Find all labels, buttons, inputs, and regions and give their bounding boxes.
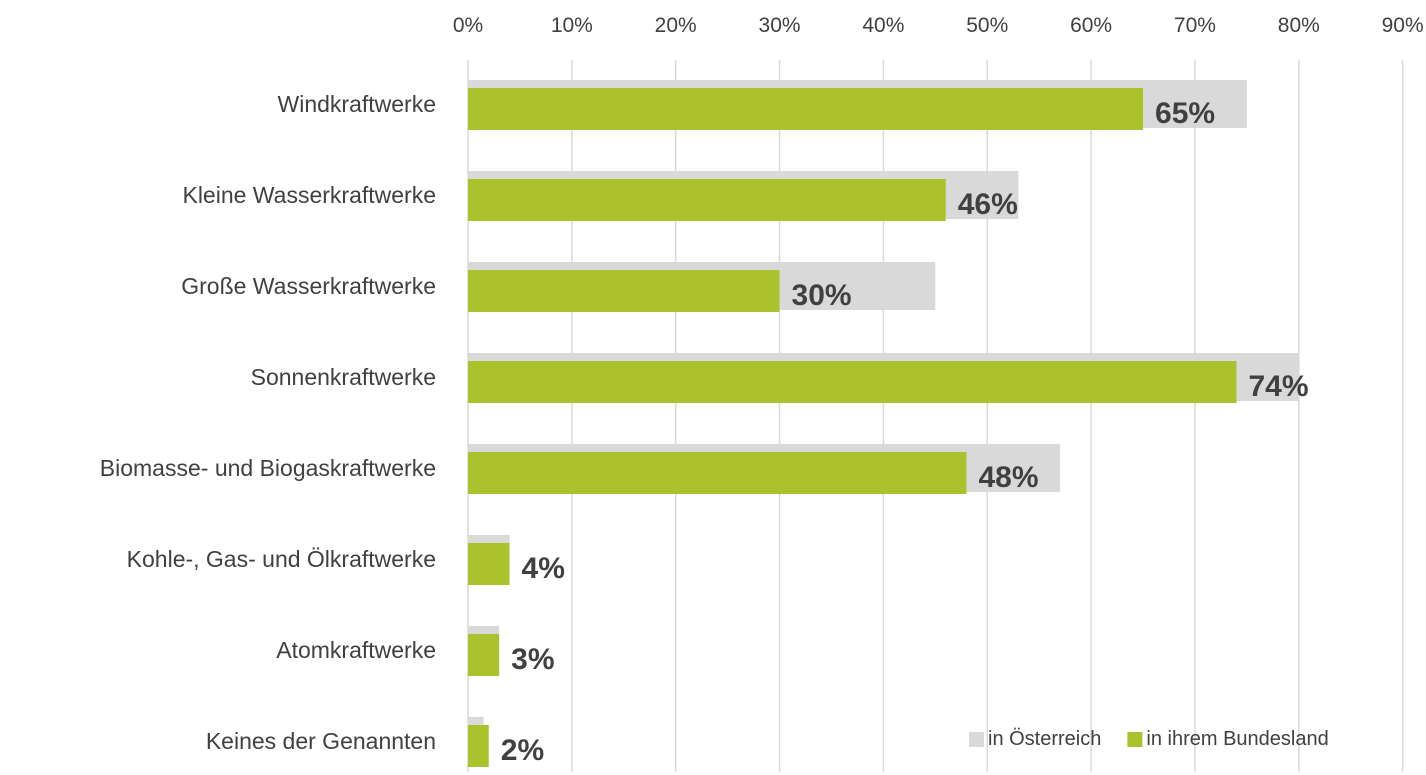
x-tick-label: 90% — [1382, 14, 1424, 37]
data-label: 2% — [501, 734, 544, 767]
x-tick-label: 80% — [1278, 14, 1320, 37]
legend-swatch — [969, 732, 984, 747]
x-tick-label: 40% — [862, 14, 904, 37]
bar-in-ihrem-bundesland — [468, 179, 946, 221]
bar-in-ihrem-bundesland — [468, 543, 510, 585]
data-label: 74% — [1248, 370, 1308, 403]
x-axis-ticks: 0% 10% 20% 30% 40% 50% 60% 70% 80% 90% — [453, 14, 1424, 37]
bar-in-ihrem-bundesland — [468, 634, 500, 676]
data-label: 4% — [522, 552, 565, 585]
x-tick-label: 10% — [551, 14, 593, 37]
gridlines — [467, 60, 1404, 772]
legend: in Österreich in ihrem Bundesland — [969, 728, 1329, 750]
category-label: Biomasse- und Biogaskraftwerke — [100, 455, 436, 481]
x-tick-label: 0% — [453, 14, 483, 37]
category-label: Keines der Genannten — [206, 728, 436, 754]
bar-in-ihrem-bundesland — [468, 725, 489, 767]
legend-label: in ihrem Bundesland — [1146, 728, 1328, 750]
x-tick-label: 20% — [655, 14, 697, 37]
data-label: 30% — [792, 279, 852, 312]
x-tick-label: 70% — [1174, 14, 1216, 37]
data-label: 65% — [1155, 97, 1215, 130]
bar-in-ihrem-bundesland — [468, 361, 1237, 403]
x-tick-label: 30% — [759, 14, 801, 37]
data-label: 46% — [958, 188, 1018, 221]
category-label: Große Wasserkraftwerke — [181, 273, 436, 299]
bar-in-ihrem-bundesland — [468, 452, 967, 494]
category-label: Atomkraftwerke — [276, 637, 436, 663]
bars — [468, 80, 1299, 767]
data-label: 48% — [978, 461, 1038, 494]
category-label: Sonnenkraftwerke — [251, 364, 436, 390]
category-label: Kleine Wasserkraftwerke — [182, 182, 436, 208]
bar-in-ihrem-bundesland — [468, 88, 1144, 130]
data-labels: 65% 46% 30% 74% 48% 4% 3% 2% — [501, 97, 1309, 767]
category-label: Kohle-, Gas- und Ölkraftwerke — [127, 546, 436, 572]
legend-label: in Österreich — [988, 728, 1101, 750]
category-labels: Windkraftwerke Kleine Wasserkraftwerke Gro… — [100, 91, 436, 754]
category-label: Windkraftwerke — [278, 91, 436, 117]
x-tick-label: 60% — [1070, 14, 1112, 37]
data-label: 3% — [511, 643, 554, 676]
legend-swatch — [1127, 732, 1143, 747]
bar-in-ihrem-bundesland — [468, 270, 780, 312]
x-tick-label: 50% — [966, 14, 1008, 37]
